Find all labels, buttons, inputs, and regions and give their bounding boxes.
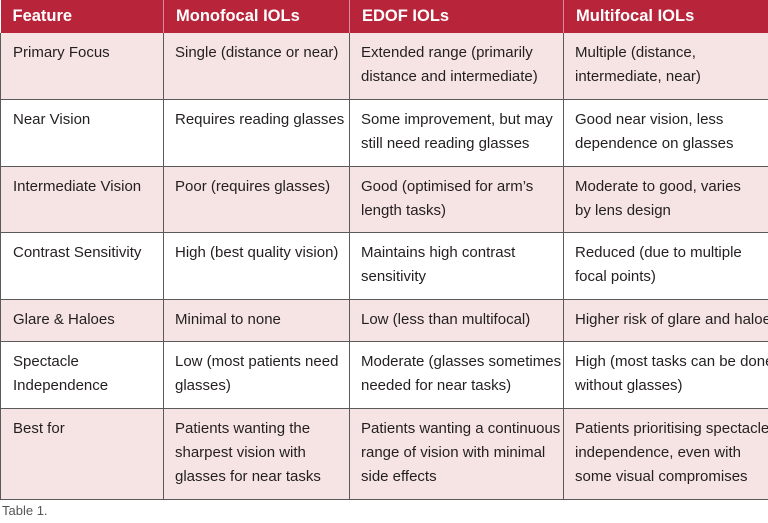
edof-cell: Good (optimised for arm’s length tasks)	[349, 166, 564, 233]
row-feature-cell: Contrast Sensitivity	[0, 232, 164, 300]
table-row: Primary Focus Single (distance or near) …	[0, 33, 768, 100]
table-row: Glare & Haloes Minimal to none Low (less…	[0, 299, 768, 342]
row-feature-cell: Spectacle Independence	[0, 341, 164, 409]
multifocal-cell: Multiple (distance, intermediate, near)	[563, 33, 768, 100]
monofocal-cell: Patients wanting the sharpest vision with…	[163, 408, 350, 500]
monofocal-cell: High (best quality vision)	[163, 232, 350, 300]
header-edof: EDOF IOLs	[349, 0, 564, 33]
row-feature-cell: Intermediate Vision	[0, 166, 164, 233]
header-feature: Feature	[0, 0, 164, 33]
multifocal-cell: Good near vision, less dependence on glas…	[563, 99, 768, 167]
table-row: Best for Patients wanting the sharpest vi…	[0, 408, 768, 500]
header-monofocal: Monofocal IOLs	[163, 0, 350, 33]
edof-cell: Some improvement, but may still need read…	[349, 99, 564, 167]
monofocal-cell: Poor (requires glasses)	[163, 166, 350, 233]
table-caption: Table 1.	[2, 503, 48, 518]
table-row: Near Vision Requires reading glasses Som…	[0, 99, 768, 167]
edof-cell: Extended range (primarily distance and in…	[349, 33, 564, 100]
table-row: Contrast Sensitivity High (best quality …	[0, 232, 768, 300]
monofocal-cell: Minimal to none	[163, 299, 350, 342]
multifocal-cell: High (most tasks can be done without glas…	[563, 341, 768, 409]
table-row: Spectacle Independence Low (most patients…	[0, 341, 768, 409]
monofocal-cell: Single (distance or near)	[163, 33, 350, 100]
multifocal-cell: Patients prioritising spectacle independe…	[563, 408, 768, 500]
header-multifocal: Multifocal IOLs	[563, 0, 768, 33]
edof-cell: Maintains high contrast sensitivity	[349, 232, 564, 300]
iol-comparison-table: Feature Monofocal IOLs EDOF IOLs Multifo…	[0, 0, 768, 500]
multifocal-cell: Higher risk of glare and haloes	[563, 299, 768, 342]
row-feature-cell: Near Vision	[0, 99, 164, 167]
row-feature-cell: Best for	[0, 408, 164, 500]
edof-cell: Moderate (glasses sometimes needed for ne…	[349, 341, 564, 409]
monofocal-cell: Low (most patients need glasses)	[163, 341, 350, 409]
multifocal-cell: Moderate to good, varies by lens design	[563, 166, 768, 233]
multifocal-cell: Reduced (due to multiple focal points)	[563, 232, 768, 300]
table-row: Intermediate Vision Poor (requires glass…	[0, 166, 768, 233]
edof-cell: Low (less than multifocal)	[349, 299, 564, 342]
row-feature-cell: Glare & Haloes	[0, 299, 164, 342]
row-feature-cell: Primary Focus	[0, 33, 164, 100]
edof-cell: Patients wanting a continuous range of vi…	[349, 408, 564, 500]
monofocal-cell: Requires reading glasses	[163, 99, 350, 167]
table-header-row: Feature Monofocal IOLs EDOF IOLs Multifo…	[0, 0, 768, 33]
